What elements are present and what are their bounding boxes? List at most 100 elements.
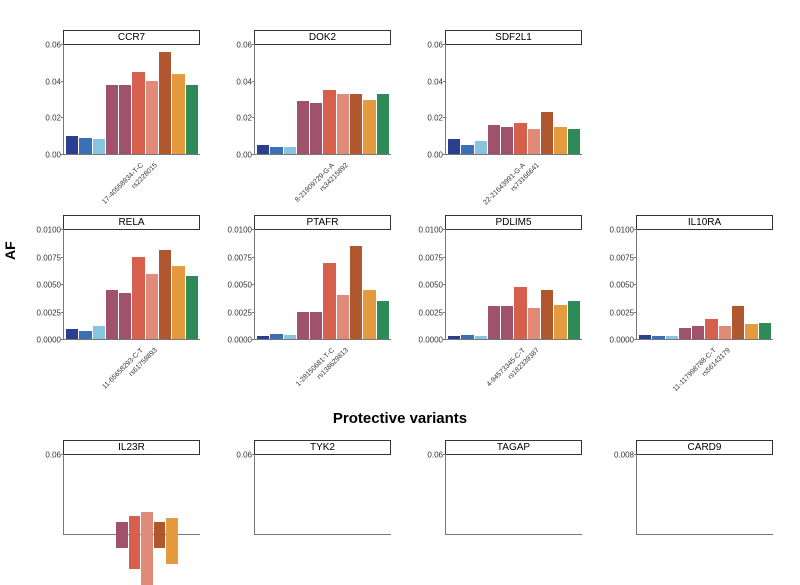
x-label-group: 8-21909729-G-Ars34215892 xyxy=(254,158,391,208)
chart-panel: TAGAP0.06 xyxy=(407,440,582,565)
plot-area xyxy=(254,45,391,155)
top-partial-label-row: 4-34… 4-10… 16-… 16-… 16-… 16-5… 16-… xyxy=(25,0,773,22)
chart-panel: TYK20.06 xyxy=(216,440,391,565)
bar xyxy=(93,326,105,339)
plot-area xyxy=(254,455,391,535)
y-tick-label: 0.0050 xyxy=(37,281,61,290)
bar xyxy=(337,94,349,154)
bar xyxy=(270,147,282,154)
panel-title: PTAFR xyxy=(254,215,391,230)
y-tick-label: 0.0025 xyxy=(228,308,252,317)
y-tick-label: 0.0075 xyxy=(419,253,443,262)
bar xyxy=(514,287,526,339)
y-tick-label: 0.0050 xyxy=(419,281,443,290)
y-axis-label: AF xyxy=(2,241,18,260)
x-label-group: 1-28150681-T-Crs138629813 xyxy=(254,343,391,393)
bar xyxy=(257,336,269,339)
bar xyxy=(119,293,131,339)
bar xyxy=(323,90,335,154)
panel-title: PDLIM5 xyxy=(445,215,582,230)
y-tick-label: 0.0075 xyxy=(228,253,252,262)
bar xyxy=(172,266,184,339)
y-tick-label: 0.04 xyxy=(45,77,61,86)
panel-title: TAGAP xyxy=(445,440,582,455)
y-ticks: 0.000.020.040.06 xyxy=(216,45,254,155)
bar-group xyxy=(446,45,582,154)
bar xyxy=(297,312,309,339)
bar xyxy=(554,305,566,339)
y-tick-label: 0.06 xyxy=(427,451,443,460)
bar xyxy=(501,306,513,339)
bar xyxy=(719,326,731,339)
bar xyxy=(186,276,198,339)
bar xyxy=(639,335,651,339)
chart-row-1: CCR70.000.020.040.0617-40558934-T-Crs222… xyxy=(25,30,582,155)
chart-panel: SDF2L10.000.020.040.0622-21643991-G-Ars7… xyxy=(407,30,582,155)
bar xyxy=(568,301,580,339)
panel-title: IL23R xyxy=(63,440,200,455)
plot-area xyxy=(63,230,200,340)
x-label: 11-65658293-C-T xyxy=(76,347,145,416)
bar xyxy=(652,336,664,339)
y-tick-label: 0.00 xyxy=(236,151,252,160)
panel-title: RELA xyxy=(63,215,200,230)
y-tick-label: 0.06 xyxy=(236,41,252,50)
x-label-group: 22-21643991-G-Ars73166641 xyxy=(445,158,582,208)
bar xyxy=(172,74,184,154)
chart-row-2: RELA0.00000.00250.00500.00750.010011-656… xyxy=(25,215,773,340)
y-ticks: 0.000.020.040.06 xyxy=(407,45,445,155)
y-tick-label: 0.06 xyxy=(236,451,252,460)
plot-area xyxy=(445,45,582,155)
chart-panel: PTAFR0.00000.00250.00500.00750.01001-281… xyxy=(216,215,391,340)
plot-area xyxy=(636,230,773,340)
bar xyxy=(745,324,757,339)
y-tick-label: 0.00 xyxy=(427,151,443,160)
bar xyxy=(159,52,171,154)
x-label: 11-117998788-C-T xyxy=(649,347,718,416)
bar xyxy=(501,127,513,154)
bar xyxy=(554,127,566,154)
bar xyxy=(514,123,526,154)
y-tick-label: 0.0100 xyxy=(37,226,61,235)
x-label-group: 11-65658293-C-Trs61759893 xyxy=(63,343,200,393)
y-tick-label: 0.0050 xyxy=(228,281,252,290)
x-label-group: 11-117998788-C-Trs56143179 xyxy=(636,343,773,393)
x-label-group: 17-40558934-T-Crs2228015 xyxy=(63,158,200,208)
bar xyxy=(297,101,309,154)
plot-area xyxy=(636,455,773,535)
bar xyxy=(66,329,78,339)
x-label-group: 4-94573345-C-Trs182339387 xyxy=(445,343,582,393)
bar xyxy=(119,85,131,154)
section-title-protective: Protective variants xyxy=(0,410,800,427)
bar xyxy=(488,306,500,339)
y-ticks: 0.00000.00250.00500.00750.0100 xyxy=(407,230,445,340)
bar xyxy=(461,335,473,339)
y-tick-label: 0.06 xyxy=(45,41,61,50)
plot-area xyxy=(63,455,200,535)
bar xyxy=(132,72,144,154)
panel-title: IL10RA xyxy=(636,215,773,230)
y-tick-label: 0.0025 xyxy=(419,308,443,317)
y-ticks: 0.000.020.040.06 xyxy=(25,45,63,155)
bar xyxy=(679,328,691,339)
chart-panel: CARD90.008 xyxy=(598,440,773,565)
bar xyxy=(528,129,540,154)
panel-title: DOK2 xyxy=(254,30,391,45)
chart-panel: IL23R0.06 xyxy=(25,440,200,565)
bar xyxy=(132,257,144,339)
plot-area xyxy=(445,230,582,340)
panel-title: TYK2 xyxy=(254,440,391,455)
bar xyxy=(146,274,158,339)
y-ticks: 0.06 xyxy=(216,455,254,535)
bar xyxy=(66,136,78,154)
bar xyxy=(666,336,678,339)
x-label: rs182339387 xyxy=(472,347,541,416)
bar xyxy=(350,246,362,339)
y-tick-label: 0.0050 xyxy=(610,281,634,290)
bar xyxy=(337,295,349,339)
bar xyxy=(541,290,553,339)
y-ticks: 0.00000.00250.00500.00750.0100 xyxy=(25,230,63,340)
bar xyxy=(363,290,375,339)
bar xyxy=(106,85,118,154)
y-tick-label: 0.0075 xyxy=(610,253,634,262)
